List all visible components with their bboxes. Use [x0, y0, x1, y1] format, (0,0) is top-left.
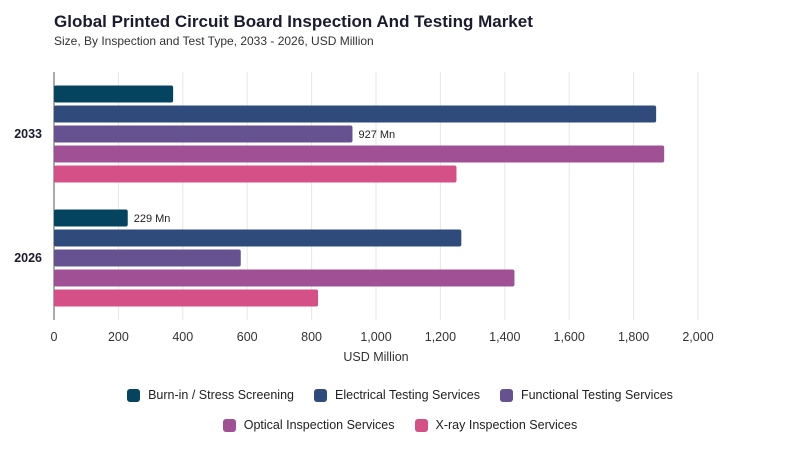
bar	[54, 249, 241, 267]
legend-swatch	[314, 388, 327, 402]
category-label: 2026	[14, 251, 42, 265]
legend-label: Electrical Testing Services	[335, 388, 480, 402]
x-tick-label: 1,000	[360, 330, 391, 344]
legend: Burn-in / Stress Screening Electrical Te…	[0, 380, 800, 440]
x-tick-label: 600	[237, 330, 258, 344]
legend-label: Burn-in / Stress Screening	[148, 388, 294, 402]
chart-subtitle: Size, By Inspection and Test Type, 2033 …	[54, 34, 374, 48]
bar	[54, 145, 665, 163]
x-tick-label: 800	[301, 330, 322, 344]
legend-item-optical[interactable]: Optical Inspection Services	[222, 418, 395, 432]
x-tick-label: 1,200	[425, 330, 456, 344]
bar	[54, 165, 457, 183]
bar	[54, 289, 319, 307]
x-tick-label: 2,000	[682, 330, 713, 344]
legend-swatch	[499, 388, 513, 402]
bar	[54, 85, 174, 103]
x-tick-label: 400	[172, 330, 193, 344]
x-tick-label: 200	[108, 330, 129, 344]
data-label: 927 Mn	[358, 129, 395, 141]
category-label: 2033	[14, 127, 42, 141]
x-tick-label: 1,800	[618, 330, 649, 344]
legend-swatch	[222, 418, 236, 432]
legend-swatch	[127, 388, 141, 402]
legend-label: Functional Testing Services	[520, 388, 673, 402]
legend-item-electrical[interactable]: Electrical Testing Services	[314, 388, 480, 402]
data-label: 229 Mn	[134, 213, 171, 225]
x-tick-label: 1,400	[489, 330, 520, 344]
legend-item-functional[interactable]: Functional Testing Services	[499, 388, 673, 402]
chart-title: Global Printed Circuit Board Inspection …	[54, 12, 533, 31]
legend-row-2: Optical Inspection Services X-ray Inspec…	[0, 410, 800, 440]
legend-label: Optical Inspection Services	[243, 418, 395, 432]
legend-row-1: Burn-in / Stress Screening Electrical Te…	[0, 380, 800, 410]
bar	[54, 105, 657, 123]
bar-chart: 0 200 400 600 800 1,000 1,200 1,400 1,600 1,800 2,…	[14, 72, 714, 364]
bar	[54, 125, 353, 143]
bar	[54, 209, 128, 227]
x-tick-label: 1,600	[554, 330, 585, 344]
legend-item-burn-in[interactable]: Burn-in / Stress Screening	[127, 388, 294, 402]
legend-label: X-ray Inspection Services	[435, 418, 578, 432]
x-tick-label: 0	[51, 330, 58, 344]
bar	[54, 229, 462, 247]
legend-item-x-ray[interactable]: X-ray Inspection Services	[414, 418, 578, 432]
x-axis-title: USD Million	[343, 350, 408, 364]
bar	[54, 269, 515, 287]
legend-swatch	[414, 418, 428, 432]
